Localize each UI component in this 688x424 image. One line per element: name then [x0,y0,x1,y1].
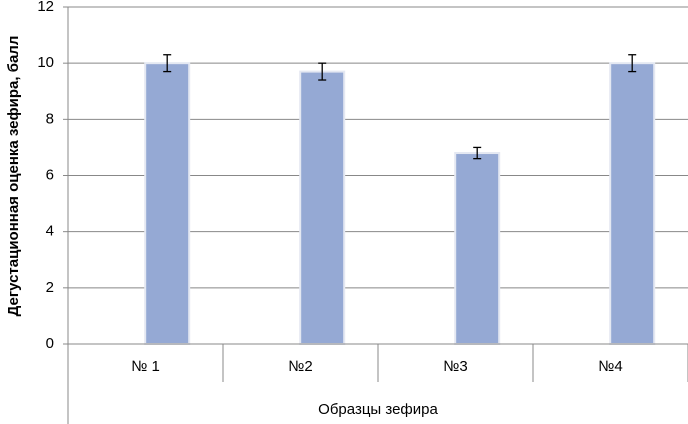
y-tick-label: 4 [46,223,54,240]
bar [299,70,346,345]
error-bar [473,146,482,160]
x-tick-label: №3 [443,358,467,375]
y-tick-label: 6 [46,166,54,183]
y-tick-label: 10 [37,54,54,71]
bar [454,152,501,345]
y-axis-title: Дегустационная оценка зефира, балл [5,36,22,317]
x-tick-label: № 1 [131,358,160,375]
bar [609,62,656,346]
x-tick-label: №4 [598,358,622,375]
error-bar [628,54,637,73]
x-axis-title: Образцы зефира [318,401,438,418]
bar [144,62,191,346]
error-bar [318,62,327,81]
y-tick-label: 2 [46,279,54,296]
y-tick-label: 12 [37,0,54,15]
y-tick-label: 0 [46,335,54,352]
error-bar [163,54,172,73]
y-tick-label: 8 [46,110,54,127]
x-tick-label: №2 [288,358,312,375]
